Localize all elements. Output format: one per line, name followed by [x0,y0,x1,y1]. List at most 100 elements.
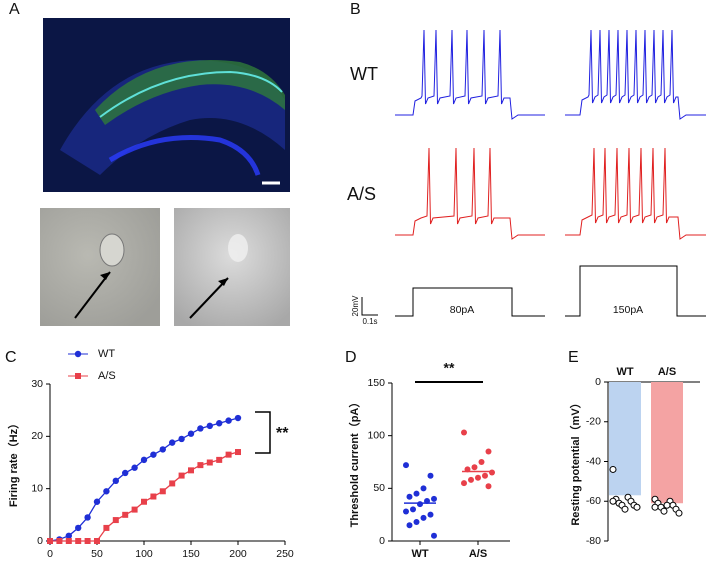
marker [131,506,138,513]
y-tick-label: 150 [367,377,385,389]
marker [140,456,148,464]
marker [159,446,166,453]
marker [47,538,53,544]
marker [112,517,119,524]
dot [410,506,416,513]
marker [150,493,157,500]
marker [197,462,204,469]
panel-label: D [345,349,357,366]
bracket [255,411,271,454]
trace [565,147,706,240]
marker [216,456,223,463]
x-tick-label: 100 [135,548,153,560]
legend-label: WT [98,348,115,360]
dot [431,532,437,539]
step-label: 80pA [450,304,475,316]
point [675,509,683,517]
marker [112,477,120,485]
y-tick-label: -80 [586,535,601,547]
bar [609,382,641,496]
dot [403,462,409,469]
dot [420,485,427,492]
dot [489,469,495,476]
marker [122,511,129,518]
trace-label: A/S [347,184,376,204]
point [621,505,629,513]
x-tick-label: A/S [469,548,487,560]
step [565,265,706,317]
step-label: 150pA [613,304,643,316]
y-tick-label: 20 [31,430,43,442]
dot [417,501,423,508]
marker [216,420,223,427]
scale-label: 0.1s [362,317,377,326]
dot [406,522,413,529]
annotation: ** [276,425,289,442]
marker [56,538,63,544]
marker [93,498,101,505]
arrow-shaft [189,277,229,319]
series-line [49,417,239,542]
y-axis-label: Resting potential（mV） [569,397,582,525]
marker [65,538,72,544]
legend-marker [74,350,82,358]
marker [169,439,176,446]
y-tick-label: 0 [37,535,43,547]
dentate [108,135,261,176]
legend-marker [75,373,81,379]
point [609,497,617,505]
point [660,507,668,515]
y-axis-label: Threshold current（pA） [348,397,361,528]
category-label: WT [616,366,633,378]
dot [427,472,434,479]
trace [395,147,545,240]
marker [225,417,232,424]
cell-fluor [228,234,248,262]
marker [234,414,242,422]
marker [84,514,91,521]
y-tick-label: 10 [31,482,43,494]
arrow-head [218,278,228,286]
panel-label: E [568,349,579,366]
marker [94,538,100,544]
x-tick-label: 0 [47,548,53,560]
dot [413,519,420,526]
scale-bar [361,297,378,316]
marker [187,430,195,437]
scale-label: 20mV [351,295,360,317]
green-band [95,60,285,125]
dot [413,490,420,497]
dot [461,429,467,436]
step [395,287,545,317]
cell-layer [99,70,283,118]
dot [403,508,409,515]
panel-label: B [350,1,361,18]
marker [206,422,213,430]
y-tick-label: -20 [586,416,601,428]
dot [485,448,492,455]
marker [103,488,110,495]
x-tick-label: 50 [91,548,103,560]
marker [131,464,138,471]
marker [122,469,129,477]
y-tick-label: 0 [379,535,385,547]
y-tick-label: -60 [586,495,601,507]
trace [565,29,706,120]
marker [169,480,176,487]
dot [468,476,474,483]
hippocampus-outer [60,60,285,175]
arrow-head [100,272,110,280]
x-tick-label: 150 [182,548,200,560]
trace-label: WT [350,64,378,84]
dot [427,511,434,518]
cell [99,233,125,267]
dot [485,483,492,490]
point [609,465,617,473]
category-label: A/S [658,366,676,378]
y-tick-label: 100 [367,429,385,441]
dot [478,459,485,465]
panel-label: C [5,349,17,366]
dot [482,472,488,479]
